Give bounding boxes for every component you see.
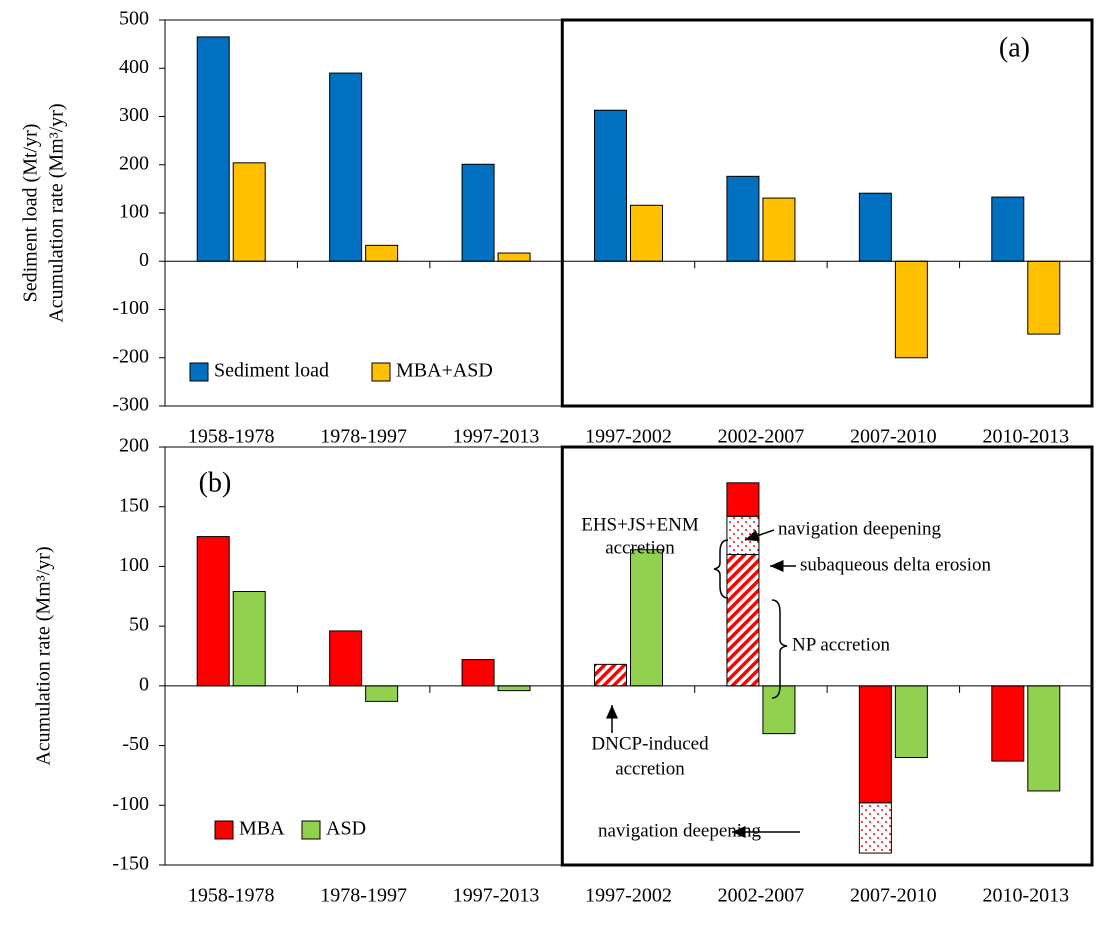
bar-segment <box>594 663 627 687</box>
panel-label: (b) <box>199 467 232 498</box>
bar <box>232 162 266 262</box>
bar <box>329 72 363 262</box>
bar <box>365 244 399 262</box>
y-tick-label: -50 <box>122 733 149 755</box>
x-tick-label: 1997-2013 <box>453 885 540 907</box>
bar <box>497 252 531 262</box>
legend-label: MBA <box>239 818 285 840</box>
x-tick-label: 1958-1978 <box>188 885 275 907</box>
annotation: EHS+JS+ENM <box>581 514 699 535</box>
bar <box>232 591 266 687</box>
y-tick-label: 200 <box>119 435 149 457</box>
x-tick-label: 1997-2013 <box>453 426 540 448</box>
y-tick-label: -150 <box>112 853 149 875</box>
legend-label: ASD <box>326 818 366 840</box>
legend-swatch <box>214 820 234 840</box>
legend-label: Sediment load <box>214 360 329 382</box>
bar-segment <box>858 685 892 804</box>
annotation: accretion <box>615 758 685 779</box>
x-tick-label: 2007-2010 <box>850 426 937 448</box>
x-tick-label: 2010-2013 <box>982 426 1069 448</box>
bar-segment <box>726 515 760 555</box>
bar <box>726 175 760 262</box>
bar-segment <box>726 482 760 517</box>
brace <box>771 599 788 699</box>
bar <box>991 196 1025 262</box>
annotation: subaqueous delta erosion <box>800 554 992 575</box>
bar-segment <box>726 553 760 687</box>
bar-segment <box>858 802 892 854</box>
plot-frame <box>164 19 1093 407</box>
bar <box>858 192 892 262</box>
plot-frame <box>164 446 1093 866</box>
y-tick-label: 50 <box>129 614 149 636</box>
bar-segment <box>991 685 1025 762</box>
y-axis-title: Acumulation rate (Mm³/yr) <box>33 546 55 765</box>
x-tick-label: 2002-2007 <box>718 885 805 907</box>
x-tick-label: 2007-2010 <box>850 885 937 907</box>
y-tick-label: 100 <box>119 201 149 223</box>
y-tick-label: 0 <box>139 249 149 271</box>
bar-segment <box>196 536 230 687</box>
legend-swatch <box>189 362 209 382</box>
y-axis-title: Sediment load (Mt/yr) <box>20 124 42 303</box>
bar <box>365 685 399 702</box>
bar <box>196 36 230 262</box>
bar-segment <box>461 659 495 687</box>
x-tick-label: 1958-1978 <box>188 426 275 448</box>
annotation: NP accretion <box>792 634 890 655</box>
x-tick-label: 2010-2013 <box>982 885 1069 907</box>
bar <box>594 109 627 262</box>
y-tick-label: 150 <box>119 494 149 516</box>
x-tick-label: 1978-1997 <box>320 426 407 448</box>
y-tick-label: -200 <box>112 345 149 367</box>
legend-swatch <box>371 362 391 382</box>
y-axis-title: Acumulation rate (Mm³/yr) <box>46 103 68 322</box>
panel-label: (a) <box>999 32 1030 63</box>
bar <box>762 197 796 262</box>
bar <box>894 260 928 359</box>
bar-segment <box>329 630 363 687</box>
bar <box>1027 260 1061 335</box>
x-tick-label: 2002-2007 <box>718 426 805 448</box>
bar <box>630 204 663 262</box>
y-tick-label: -300 <box>112 394 149 416</box>
x-tick-label: 1978-1997 <box>320 885 407 907</box>
highlight-box <box>560 445 1094 867</box>
annotation: navigation deepening <box>778 518 942 539</box>
legend-swatch <box>301 820 321 840</box>
y-tick-label: -100 <box>112 793 149 815</box>
y-tick-label: 0 <box>139 673 149 695</box>
y-tick-label: 100 <box>119 554 149 576</box>
annotation: navigation deepening <box>598 820 762 841</box>
bar <box>461 163 495 262</box>
y-tick-label: 200 <box>119 152 149 174</box>
arrow <box>744 529 775 542</box>
legend-label: MBA+ASD <box>396 360 493 382</box>
y-tick-label: 300 <box>119 104 149 126</box>
highlight-box <box>560 18 1094 408</box>
bar <box>1027 685 1061 792</box>
bar <box>630 549 663 687</box>
y-tick-label: 400 <box>119 56 149 78</box>
bar <box>894 685 928 759</box>
annotations: EHS+JS+ENM accretion navigation deepenin… <box>581 514 991 841</box>
y-tick-label: 500 <box>119 8 149 30</box>
y-tick-label: -100 <box>112 297 149 319</box>
x-tick-label: 1997-2002 <box>585 885 672 907</box>
bar <box>497 685 531 692</box>
annotation: DNCP-induced <box>591 733 709 754</box>
x-tick-label: 1997-2002 <box>585 426 672 448</box>
annotation: accretion <box>605 537 675 558</box>
brace <box>713 539 729 599</box>
